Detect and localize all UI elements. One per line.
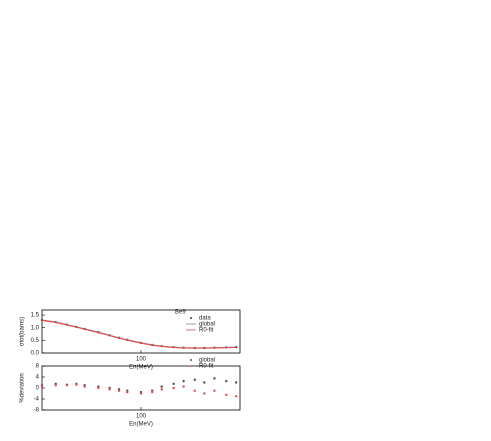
legend-swatch [190, 317, 192, 319]
annotation: Be9 [175, 310, 186, 316]
data-point [40, 385, 44, 388]
legend-label: R0-fit [199, 364, 214, 370]
legend-label: R0-fit [199, 328, 214, 334]
y-axis-label: %deviation [20, 373, 26, 402]
y-tick-label: -8 [34, 408, 40, 414]
legend-swatch [190, 365, 192, 367]
data-point [234, 381, 238, 384]
data-point [108, 388, 111, 391]
legend-label: data [199, 316, 211, 322]
data-point [126, 390, 129, 394]
plot-frame [41, 365, 241, 411]
legend-label: global [199, 358, 215, 364]
y-tick-label: 0.0 [31, 351, 40, 357]
data-point [172, 386, 175, 390]
data-point [97, 386, 100, 390]
x-tick-label: 100 [136, 414, 147, 420]
data-point [117, 389, 121, 392]
data-point [172, 382, 175, 386]
y-tick-label: -4 [34, 397, 40, 403]
data-point [182, 385, 185, 388]
y-tick-label: 1.0 [31, 325, 40, 331]
data-point [54, 384, 57, 387]
data-point [203, 392, 206, 395]
data-point [193, 378, 197, 381]
legend-label: global [199, 322, 215, 328]
x-axis-label: En(MeV) [129, 365, 153, 371]
y-tick-label: 4 [36, 375, 40, 381]
data-point [193, 389, 197, 392]
data-point [225, 393, 228, 397]
data-point [203, 381, 206, 384]
data-point [65, 384, 69, 387]
data-point [213, 377, 216, 380]
y-tick-label: 8 [36, 364, 40, 370]
data-point [213, 389, 216, 392]
data-point [139, 392, 143, 395]
data-point [75, 383, 78, 386]
y-tick-label: 1.5 [31, 313, 40, 319]
data-point [225, 379, 228, 383]
y-axis-label: σtot(barns) [20, 317, 26, 346]
data-point [182, 379, 185, 383]
y-tick-label: 0 [36, 386, 40, 392]
data-point [160, 388, 163, 391]
x-tick-label: 100 [136, 357, 147, 363]
data-point [160, 385, 163, 388]
series-line [41, 319, 237, 349]
data-point [151, 390, 154, 394]
data-point [234, 395, 238, 398]
legend-swatch [190, 359, 192, 361]
x-axis-label: En(MeV) [129, 422, 153, 428]
y-tick-label: 0.5 [31, 338, 40, 344]
data-point [83, 385, 86, 388]
